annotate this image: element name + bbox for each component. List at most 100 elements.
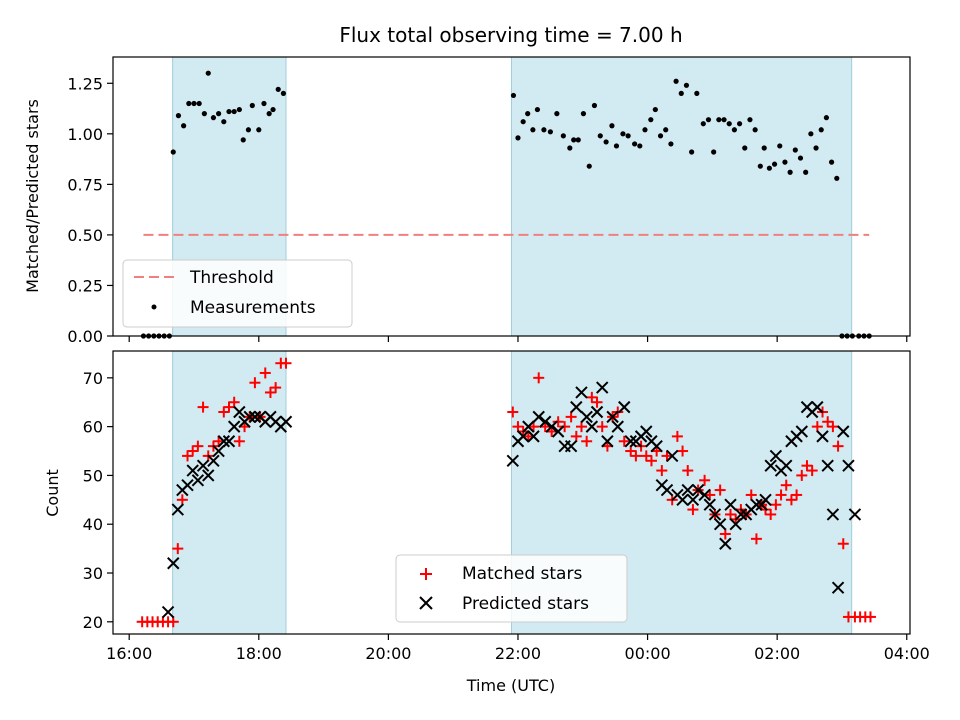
- predicted-star-point: [516, 430, 530, 443]
- predicted-star-mark-b: [279, 415, 293, 428]
- matched-star-point: [570, 430, 582, 442]
- bottom-y-tick-label-2: 40: [83, 515, 103, 534]
- predicted-star-point: [585, 420, 599, 433]
- predicted-star-mark-b: [167, 557, 180, 570]
- predicted-star-mark-b: [708, 508, 722, 521]
- matched-star-point: [223, 401, 235, 413]
- top-y-tick-label-1: 0.25: [67, 276, 103, 295]
- predicted-star-point: [842, 459, 855, 472]
- predicted-star-mark-b: [590, 405, 604, 419]
- predicted-star-point: [167, 557, 180, 570]
- matched-stars-legend-label: Matched stars: [462, 564, 582, 584]
- predicted-star-mark-b: [585, 420, 599, 433]
- predicted-star-mark-b: [826, 508, 840, 521]
- measurement-point: [270, 106, 276, 113]
- predicted-star-mark-b: [764, 459, 777, 472]
- predicted-star-mark-b: [222, 435, 236, 448]
- measurement-point: [757, 163, 763, 169]
- predicted-star-point: [243, 410, 256, 424]
- predicted-star-mark-b: [848, 508, 862, 521]
- top-chart: 0.00 0.25 0.50 0.75 1.00 1.25 Matched/Predict…: [23, 56, 911, 346]
- matched-star-point: [176, 494, 188, 506]
- predicted-star-mark-b: [570, 400, 583, 414]
- measurement-point: [170, 149, 176, 155]
- predicted-star-mark-b: [196, 459, 210, 472]
- x-axis-label: Time (UTC): [466, 676, 555, 695]
- predicted-star-mark-b: [186, 464, 199, 477]
- predicted-star-mark-b: [233, 405, 246, 419]
- predicted-star-point: [729, 518, 742, 531]
- measurement-point: [603, 139, 609, 145]
- measurement-point: [625, 133, 631, 139]
- predicted-star-mark-b: [171, 503, 185, 516]
- predicted-star-point: [681, 483, 694, 497]
- measurement-point: [591, 102, 598, 109]
- predicted-star-mark-b: [831, 581, 845, 594]
- measurement-point: [834, 175, 840, 181]
- matched-star-point: [699, 474, 711, 486]
- matched-star-point: [528, 421, 540, 433]
- measurement-point: [560, 133, 566, 139]
- measurement-point: [510, 92, 517, 99]
- matched-star-point: [714, 484, 726, 496]
- measurement-point: [261, 100, 267, 107]
- predicted-star-point: [624, 435, 637, 448]
- bottom-x-tick-label-4: 00:00: [625, 644, 671, 663]
- measurements-series: [140, 70, 872, 339]
- predicted-star-point: [538, 415, 552, 428]
- predicted-star-point: [279, 415, 293, 428]
- measurement-point: [683, 82, 690, 88]
- top-y-axis-label: Matched/Predicted stars: [23, 99, 42, 293]
- measurement-point: [266, 111, 272, 117]
- predicted-star-point: [848, 508, 862, 521]
- predicted-star-mark-b: [243, 410, 256, 424]
- measurement-point: [175, 113, 182, 119]
- predicted-star-point: [161, 605, 175, 619]
- predicted-star-point: [227, 420, 241, 433]
- matched-star-point: [770, 499, 782, 511]
- measurement-point: [716, 117, 722, 123]
- bottom-chart: 16:00 18:00 20:00 22:00 00:00 02:00 04:00 20 30 4…: [43, 350, 930, 695]
- predicted-star-mark-b: [212, 444, 225, 458]
- predicted-star-mark-b: [538, 415, 552, 428]
- predicted-star-mark-b: [161, 605, 175, 619]
- predicted-star-point: [186, 464, 199, 477]
- matched-star-point: [197, 401, 209, 413]
- measurement-point: [711, 149, 717, 155]
- predicted-star-point: [601, 435, 614, 448]
- predicted-star-point: [769, 449, 783, 463]
- measurement-point: [818, 127, 824, 133]
- matched-star-point: [182, 450, 194, 462]
- measurement-point: [761, 145, 767, 151]
- matched-star-point: [645, 455, 657, 467]
- measurement-point: [201, 111, 207, 117]
- matched-star-point: [806, 465, 818, 477]
- measurement-point: [694, 90, 700, 96]
- predicted-star-point: [570, 400, 583, 414]
- bottom-x-tick-label-3: 22:00: [495, 644, 541, 663]
- predicted-stars-legend-swatch: [419, 596, 433, 610]
- matched-star-point: [827, 421, 839, 433]
- top-y-tick-label-3: 0.75: [67, 175, 103, 194]
- measurement-point: [777, 143, 783, 149]
- measurements-legend-swatch: [151, 304, 157, 310]
- predicted-star-point: [780, 459, 793, 472]
- matched-star-point: [596, 421, 608, 433]
- predicted-star-mark-b: [734, 508, 748, 521]
- matched-star-point: [780, 479, 792, 491]
- matched-star-point: [640, 450, 652, 462]
- measurement-point: [637, 143, 643, 149]
- matched-star-point: [192, 440, 204, 452]
- predicted-star-mark-b: [551, 425, 565, 438]
- predicted-star-mark-b: [564, 439, 578, 453]
- measurement-point: [256, 127, 262, 133]
- top-legend-box: [122, 259, 353, 328]
- measurement-point: [787, 169, 793, 175]
- matched-star-point: [801, 460, 813, 472]
- matched-star-point: [512, 421, 524, 433]
- predicted-star-point: [703, 498, 716, 511]
- matched-star-point: [559, 421, 571, 433]
- measurement-point: [668, 141, 674, 147]
- measurement-point: [613, 143, 620, 149]
- measurement-point: [575, 137, 581, 143]
